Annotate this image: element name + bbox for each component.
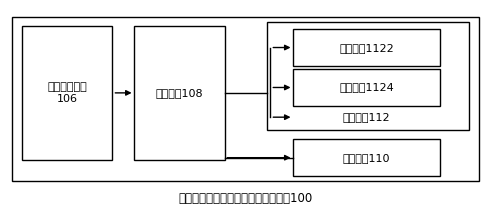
Text: 输出模块112: 输出模块112 xyxy=(342,112,390,122)
FancyBboxPatch shape xyxy=(293,139,439,176)
FancyBboxPatch shape xyxy=(266,22,468,130)
FancyBboxPatch shape xyxy=(293,29,439,66)
FancyBboxPatch shape xyxy=(22,26,112,160)
Text: 控制模块108: 控制模块108 xyxy=(156,88,203,98)
Text: 用于检测建筑墙面粉刷厚度的检测器100: 用于检测建筑墙面粉刷厚度的检测器100 xyxy=(178,192,312,205)
Text: 信息采集模块
106: 信息采集模块 106 xyxy=(47,82,87,104)
Text: 通信模块110: 通信模块110 xyxy=(342,153,390,163)
FancyBboxPatch shape xyxy=(134,26,224,160)
FancyBboxPatch shape xyxy=(293,69,439,106)
Text: 语音模块1124: 语音模块1124 xyxy=(339,83,393,92)
Text: 显示模块1122: 显示模块1122 xyxy=(339,43,393,52)
FancyBboxPatch shape xyxy=(12,17,478,181)
